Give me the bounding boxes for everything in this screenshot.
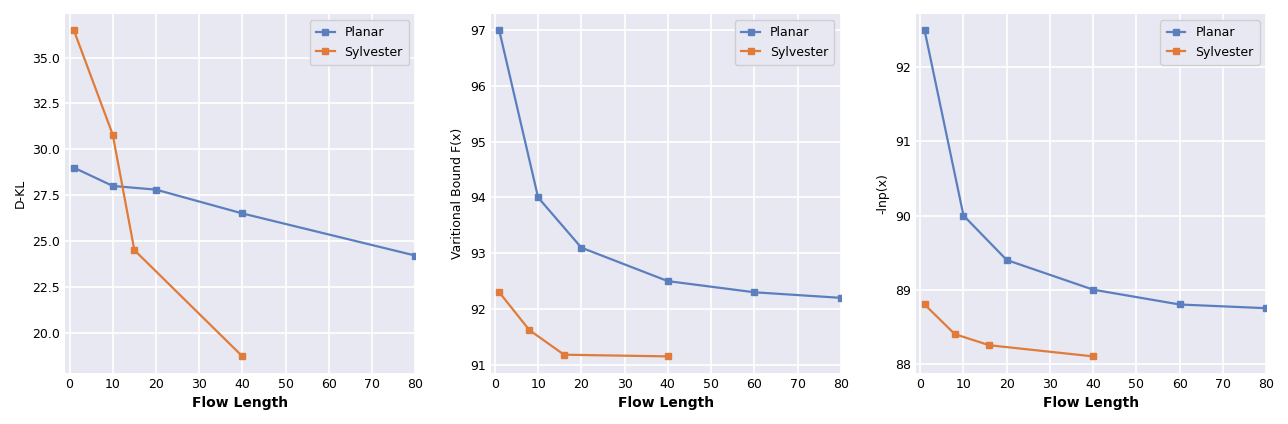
Sylvester <box>522 328 537 333</box>
Planar <box>531 195 546 200</box>
Line: Sylvester: Sylvester <box>71 28 245 359</box>
Sylvester <box>492 290 507 295</box>
Line: Sylvester: Sylvester <box>922 302 1096 359</box>
Planar <box>1172 302 1188 307</box>
Sylvester <box>947 332 962 337</box>
Planar <box>106 184 121 189</box>
Sylvester <box>106 132 121 137</box>
X-axis label: Flow Length: Flow Length <box>617 396 714 410</box>
Line: Sylvester: Sylvester <box>496 290 671 359</box>
Sylvester <box>981 343 997 348</box>
Planar <box>833 295 849 300</box>
Planar <box>999 257 1015 262</box>
Planar <box>407 253 422 258</box>
Planar <box>148 187 164 192</box>
Sylvester <box>556 352 572 357</box>
Planar <box>1086 287 1101 292</box>
Planar <box>956 213 971 218</box>
Sylvester <box>659 354 675 359</box>
Y-axis label: Varitional Bound F(x): Varitional Bound F(x) <box>451 128 464 259</box>
Planar <box>234 211 250 216</box>
X-axis label: Flow Length: Flow Length <box>1043 396 1139 410</box>
Planar <box>747 290 762 295</box>
Sylvester <box>917 302 933 307</box>
Planar <box>917 28 933 33</box>
Legend: Planar, Sylvester: Planar, Sylvester <box>735 20 835 65</box>
Sylvester <box>126 248 142 253</box>
Y-axis label: -lnp(x): -lnp(x) <box>877 173 890 214</box>
Sylvester <box>66 28 81 33</box>
X-axis label: Flow Length: Flow Length <box>192 396 289 410</box>
Legend: Planar, Sylvester: Planar, Sylvester <box>309 20 410 65</box>
Y-axis label: D-KL: D-KL <box>14 179 27 208</box>
Line: Planar: Planar <box>922 28 1269 311</box>
Planar <box>66 165 81 170</box>
Planar <box>573 245 589 250</box>
Planar <box>492 28 507 33</box>
Sylvester <box>234 354 250 359</box>
Legend: Planar, Sylvester: Planar, Sylvester <box>1160 20 1260 65</box>
Planar <box>1258 306 1274 311</box>
Line: Planar: Planar <box>71 165 419 258</box>
Sylvester <box>1086 354 1101 359</box>
Planar <box>659 279 675 284</box>
Line: Planar: Planar <box>496 28 844 301</box>
